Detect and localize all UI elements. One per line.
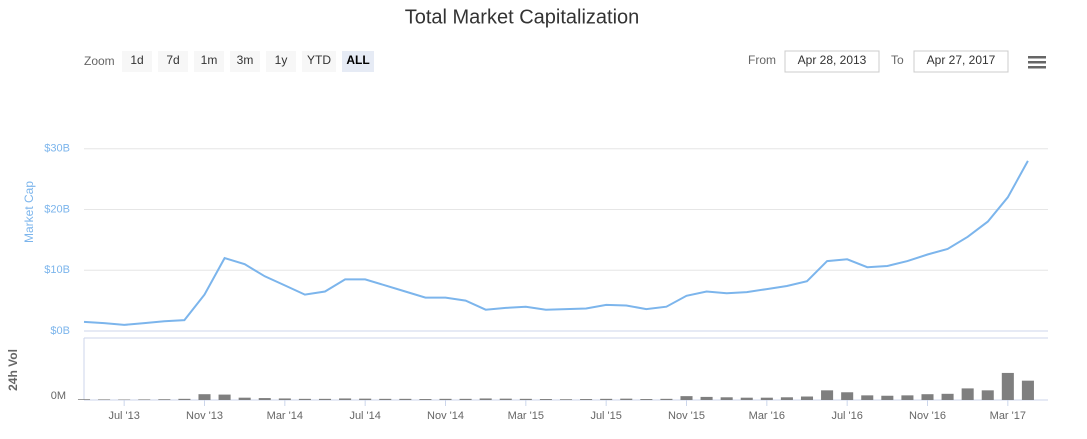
menu-bar xyxy=(1028,66,1046,69)
y-tick-label: $0B xyxy=(50,325,70,337)
x-tick-label: Nov '14 xyxy=(427,410,464,422)
y-axis-label: Market Cap xyxy=(22,181,36,243)
volume-bar xyxy=(982,390,994,400)
volume-bar xyxy=(841,392,853,400)
menu-bar xyxy=(1028,61,1046,64)
x-tick-label: Jul '15 xyxy=(590,410,621,422)
volume-bar xyxy=(158,399,170,400)
x-tick-label: Jul '14 xyxy=(349,410,380,422)
volume-bar xyxy=(640,399,652,400)
zoom-button-label: 1y xyxy=(275,53,288,67)
volume-bar xyxy=(741,398,753,400)
zoom-button-label: 1m xyxy=(201,53,218,67)
volume-bar xyxy=(600,399,612,400)
volume-bar xyxy=(279,398,291,400)
volume-bar xyxy=(781,397,793,400)
volume-bar xyxy=(359,399,371,400)
market-cap-line xyxy=(84,161,1028,325)
chart-title: Total Market Capitalization xyxy=(405,6,640,28)
volume-bar xyxy=(962,388,974,400)
x-tick-label: Mar '17 xyxy=(990,410,1026,422)
volume-bar xyxy=(198,394,210,400)
volume-bar xyxy=(721,397,733,400)
x-tick-label: Mar '16 xyxy=(749,410,785,422)
volume-bar xyxy=(620,399,632,400)
x-tick-label: Jul '16 xyxy=(831,410,862,422)
volume-bar xyxy=(540,399,552,400)
to-label: To xyxy=(891,53,904,67)
zoom-label: Zoom xyxy=(84,54,115,68)
volume-bar xyxy=(259,398,271,400)
from-label: From xyxy=(748,53,776,67)
x-tick-label: Nov '16 xyxy=(909,410,946,422)
volume-bar xyxy=(942,394,954,400)
volume-bar xyxy=(921,394,933,400)
from-value: Apr 28, 2013 xyxy=(798,53,867,67)
x-tick-label: Mar '14 xyxy=(267,410,303,422)
volume-bar xyxy=(138,399,150,400)
y2-tick-label: 0M xyxy=(51,390,66,402)
volume-bar xyxy=(500,399,512,400)
volume-bar xyxy=(861,395,873,400)
to-value: Apr 27, 2017 xyxy=(927,53,996,67)
menu-bar xyxy=(1028,56,1046,59)
volume-bar xyxy=(178,399,190,400)
x-tick-label: Nov '13 xyxy=(186,410,223,422)
volume-bar xyxy=(439,399,451,400)
x-tick-label: Mar '15 xyxy=(508,410,544,422)
volume-bar xyxy=(98,399,110,400)
volume-bar xyxy=(660,399,672,400)
zoom-button-label: 1d xyxy=(130,53,143,67)
volume-bar xyxy=(520,399,532,400)
zoom-button-label: YTD xyxy=(307,53,331,67)
y2-axis-label: 24h Vol xyxy=(6,349,20,391)
volume-bar xyxy=(219,395,231,400)
volume-bar xyxy=(419,399,431,400)
volume-bar xyxy=(299,399,311,400)
volume-bar xyxy=(901,395,913,400)
volume-bar xyxy=(801,397,813,400)
zoom-button-label: 3m xyxy=(237,53,254,67)
volume-bar xyxy=(480,398,492,400)
volume-bar xyxy=(1002,373,1014,400)
volume-bar xyxy=(319,399,331,400)
zoom-button-label: ALL xyxy=(346,53,369,67)
y-tick-label: $30B xyxy=(44,143,70,155)
volume-bar xyxy=(881,396,893,400)
volume-bar xyxy=(78,399,90,400)
zoom-button-label: 7d xyxy=(166,53,179,67)
volume-bar xyxy=(339,398,351,400)
volume-bar xyxy=(460,399,472,400)
volume-bar xyxy=(680,396,692,400)
volume-bar xyxy=(1022,381,1034,400)
volume-bar xyxy=(580,399,592,400)
x-tick-label: Nov '15 xyxy=(668,410,705,422)
volume-bar xyxy=(239,398,251,400)
volume-bar xyxy=(761,398,773,400)
x-tick-label: Jul '13 xyxy=(108,410,139,422)
volume-bar xyxy=(560,399,572,400)
volume-bar xyxy=(399,399,411,400)
volume-bar xyxy=(379,399,391,400)
volume-bar xyxy=(701,397,713,400)
volume-bar xyxy=(821,390,833,400)
y-tick-label: $20B xyxy=(44,203,70,215)
y-tick-label: $10B xyxy=(44,264,70,276)
menu-button[interactable] xyxy=(1028,56,1046,69)
